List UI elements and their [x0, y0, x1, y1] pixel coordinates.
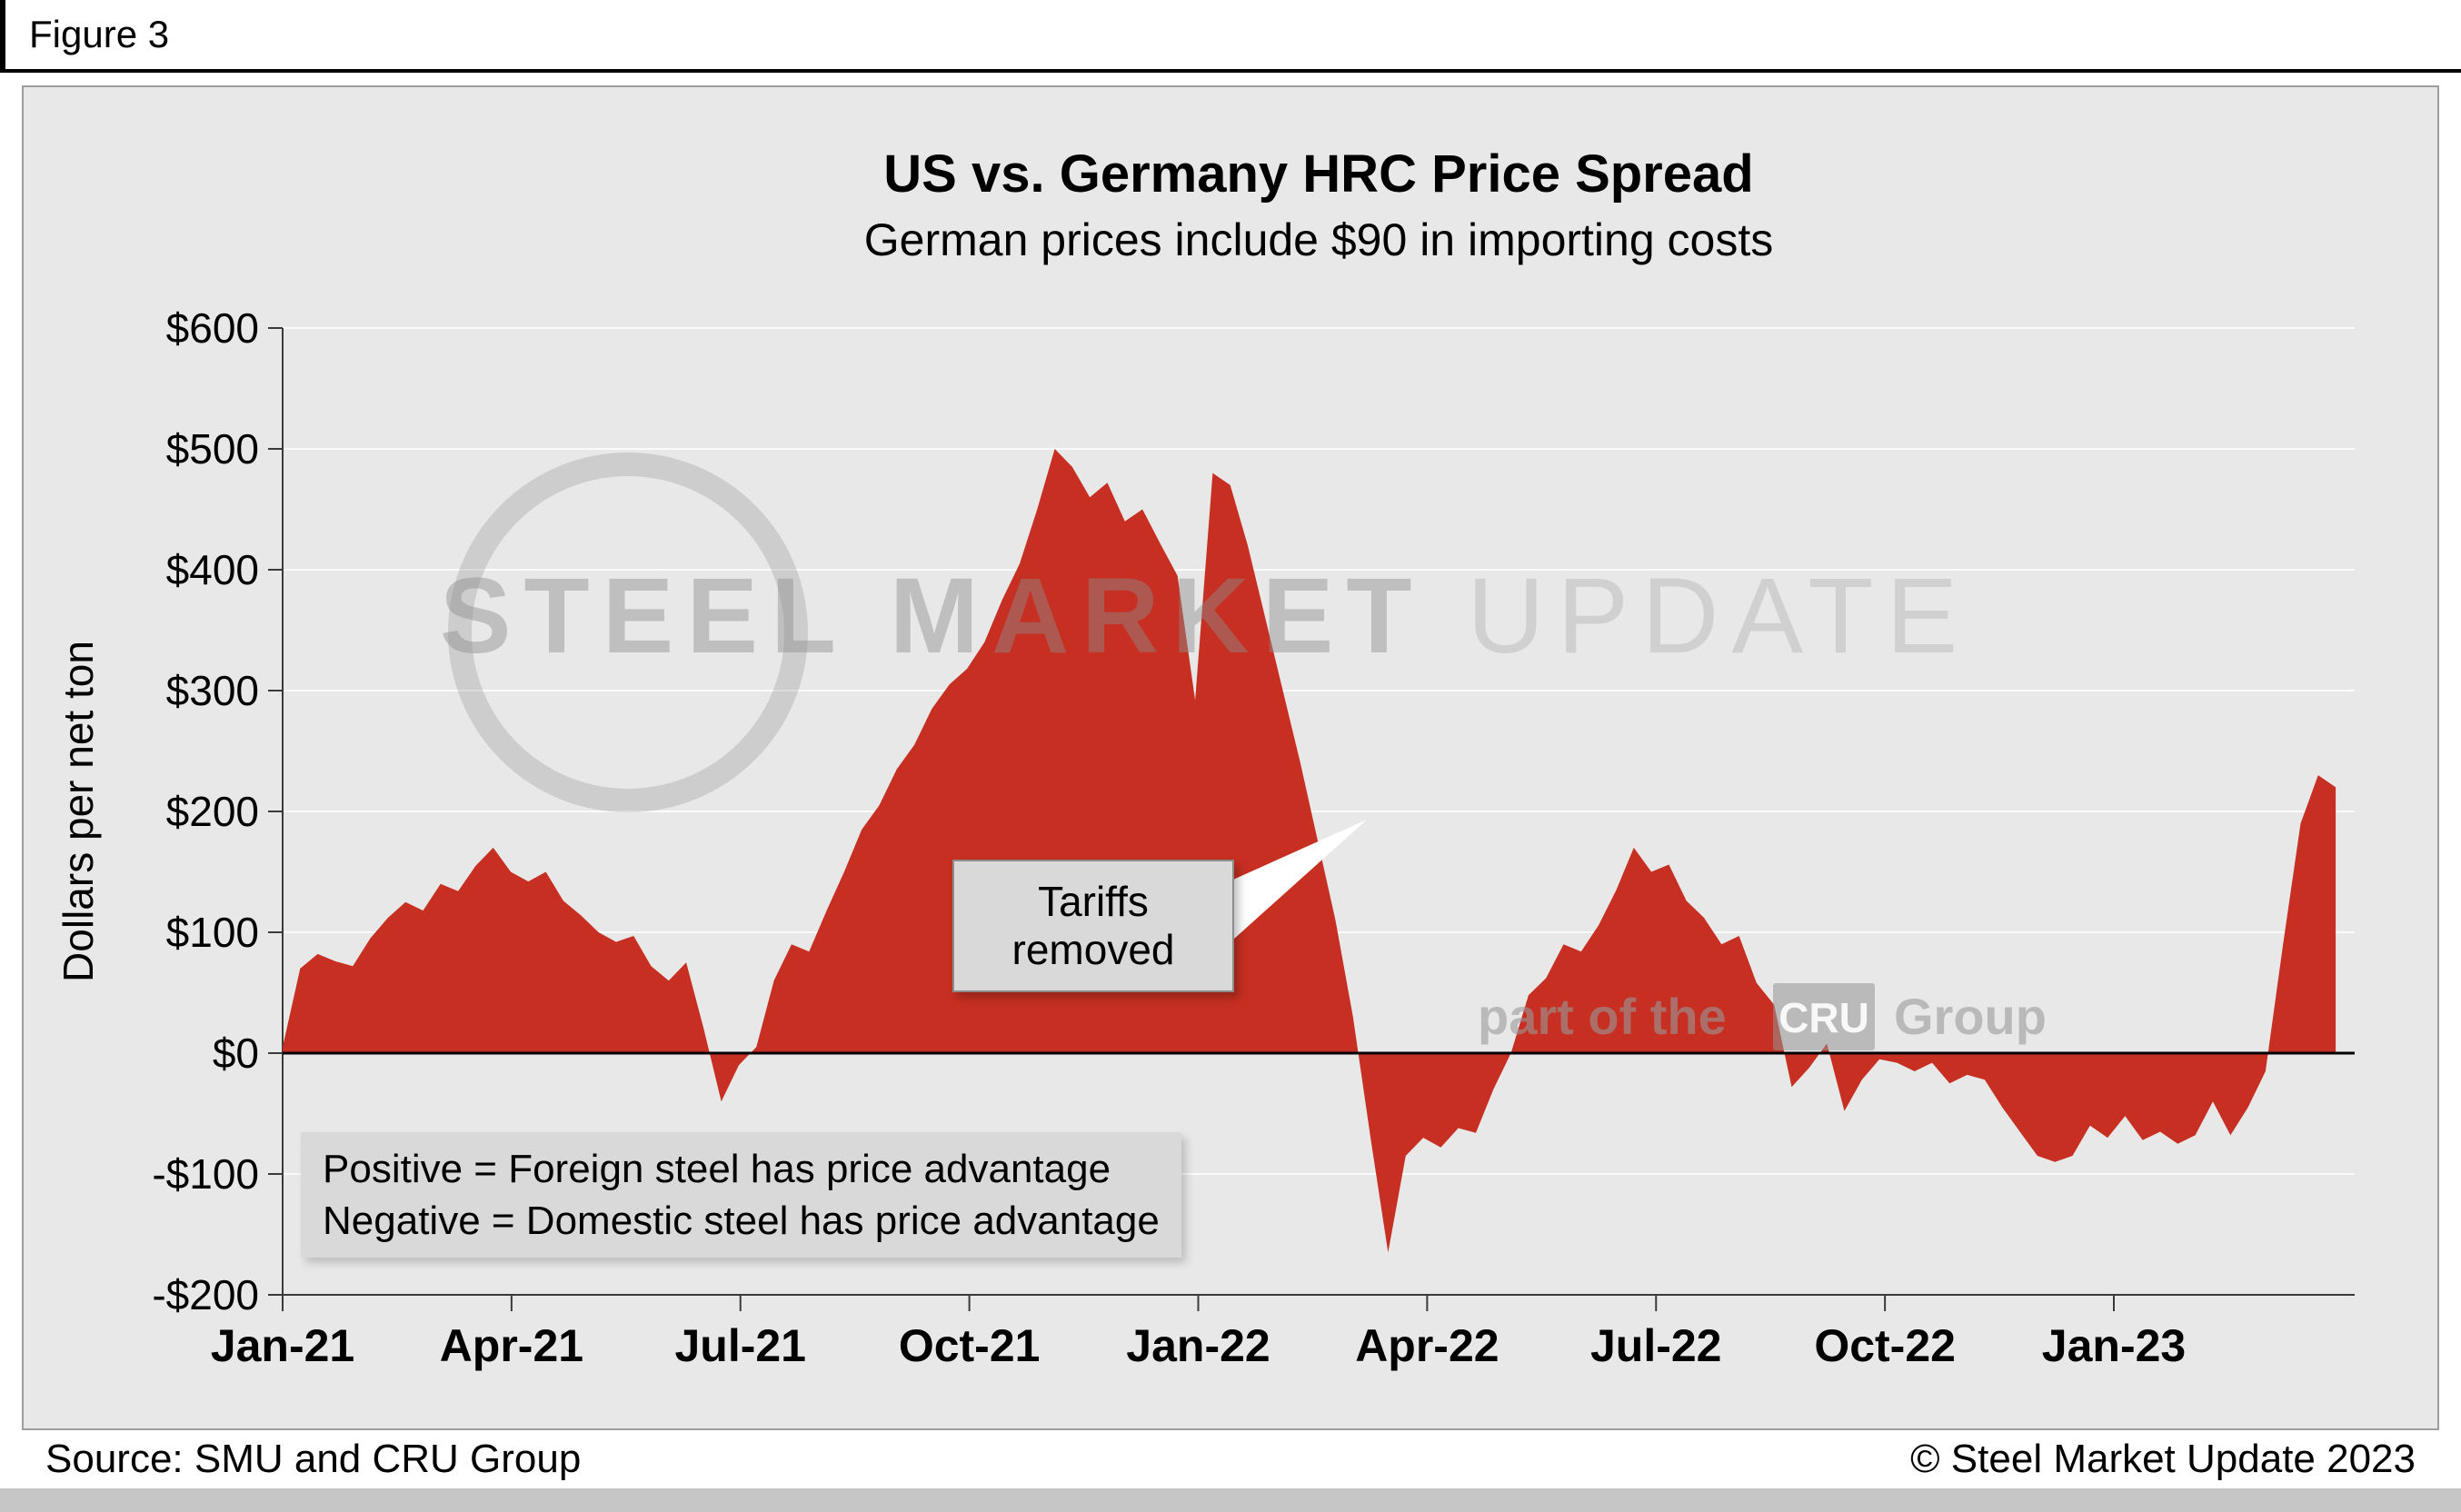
watermark-ring	[448, 453, 808, 812]
cru-badge	[1773, 983, 1875, 1050]
footer-copyright: © Steel Market Update 2023	[1910, 1437, 2416, 1481]
x-tick-label: Oct-22	[1814, 1320, 1956, 1371]
chart-subtitle: German prices include $90 in importing c…	[863, 214, 1774, 265]
sign-convention-note: Positive = Foreign steel has price advan…	[301, 1132, 1181, 1258]
y-tick-label: $300	[166, 667, 259, 714]
x-tick-label: Oct-21	[899, 1320, 1041, 1371]
tariffs-annotation: Tariffs removed	[952, 860, 1234, 992]
x-tick-label: Apr-21	[440, 1320, 583, 1371]
y-tick-label: $100	[166, 909, 259, 956]
y-tick-label: $200	[166, 788, 259, 835]
x-tick-label: Jul-22	[1590, 1320, 1722, 1371]
watermark-part-of: part of the	[1478, 988, 1727, 1045]
tariffs-annotation-label: Tariffs removed	[1011, 878, 1175, 973]
sign-note-line-negative: Negative = Domestic steel has price adva…	[323, 1199, 1160, 1244]
y-tick-label: $500	[166, 425, 259, 472]
y-tick-label: $600	[166, 304, 259, 352]
x-tick-label: Jan-21	[211, 1320, 354, 1371]
watermark-group: Group	[1894, 988, 2047, 1045]
y-tick-label: $0	[213, 1030, 259, 1077]
cru-badge-label: CRU	[1778, 994, 1869, 1041]
footer: Source: SMU and CRU Group © Steel Market…	[0, 1430, 2461, 1488]
x-tick-label: Jul-21	[674, 1320, 806, 1371]
x-tick-label: Apr-22	[1355, 1320, 1499, 1371]
figure-label: Figure 3	[29, 13, 170, 55]
y-axis-title: Dollars per net ton	[55, 641, 102, 982]
sign-note-line-positive: Positive = Foreign steel has price advan…	[323, 1147, 1111, 1191]
chart-panel: STEEL MARKET UPDATE part of the CRU Group $6…	[22, 85, 2439, 1430]
watermark-text: STEEL MARKET UPDATE	[440, 556, 1970, 676]
main-area: STEEL MARKET UPDATE part of the CRU Group $6…	[0, 73, 2461, 1430]
tariffs-callout-wedge	[1233, 820, 1367, 940]
x-tick-label: Jan-23	[2042, 1320, 2186, 1371]
chart-title-block: US vs. Germany HRC Price Spread German p…	[283, 144, 2355, 266]
y-tick-label: -$200	[152, 1271, 259, 1318]
y-tick-label: -$100	[152, 1150, 259, 1198]
y-tick-label: $400	[166, 546, 259, 593]
chart-title: US vs. Germany HRC Price Spread	[883, 144, 1754, 204]
bottom-strip	[0, 1488, 2461, 1512]
figure-header: Figure 3	[0, 0, 2461, 73]
footer-source: Source: SMU and CRU Group	[45, 1437, 582, 1481]
x-tick-label: Jan-22	[1126, 1320, 1270, 1371]
chart-plot: STEEL MARKET UPDATE part of the CRU Group $6…	[152, 304, 2355, 1371]
